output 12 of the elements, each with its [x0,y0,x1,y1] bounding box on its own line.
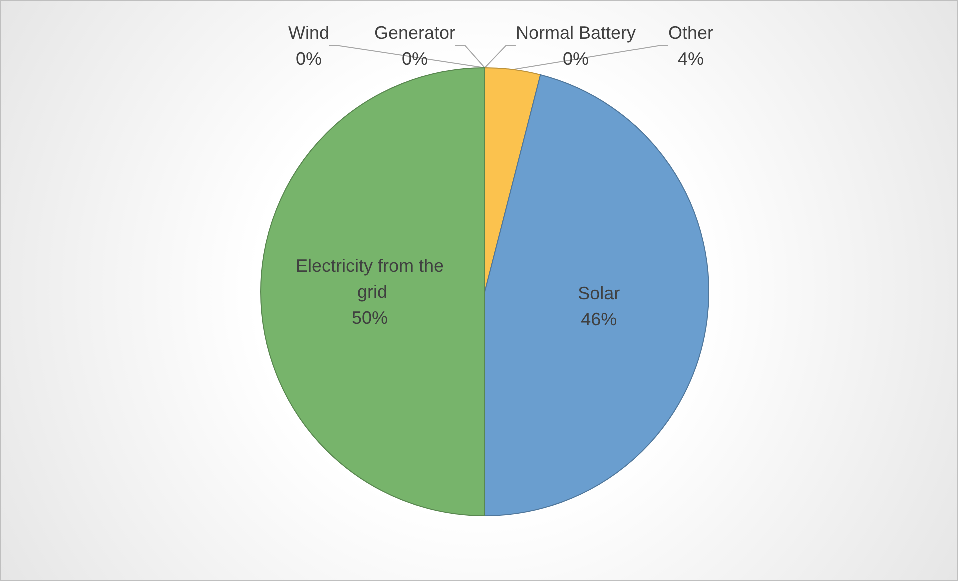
text: 0% [402,49,428,69]
category-label: Generator [374,23,456,43]
category-label: Normal Battery [516,23,636,43]
slice-label: Electricity from the grid [296,256,444,302]
data-label: 4% [678,49,704,69]
data-label: 50% [352,308,388,328]
category-label: Wind [288,23,330,43]
text: 0% [562,49,590,69]
slice-label: Other [668,23,714,43]
slice-label: Solar [578,283,620,304]
data-label: 46% [581,309,618,330]
text: 0% [296,49,322,69]
